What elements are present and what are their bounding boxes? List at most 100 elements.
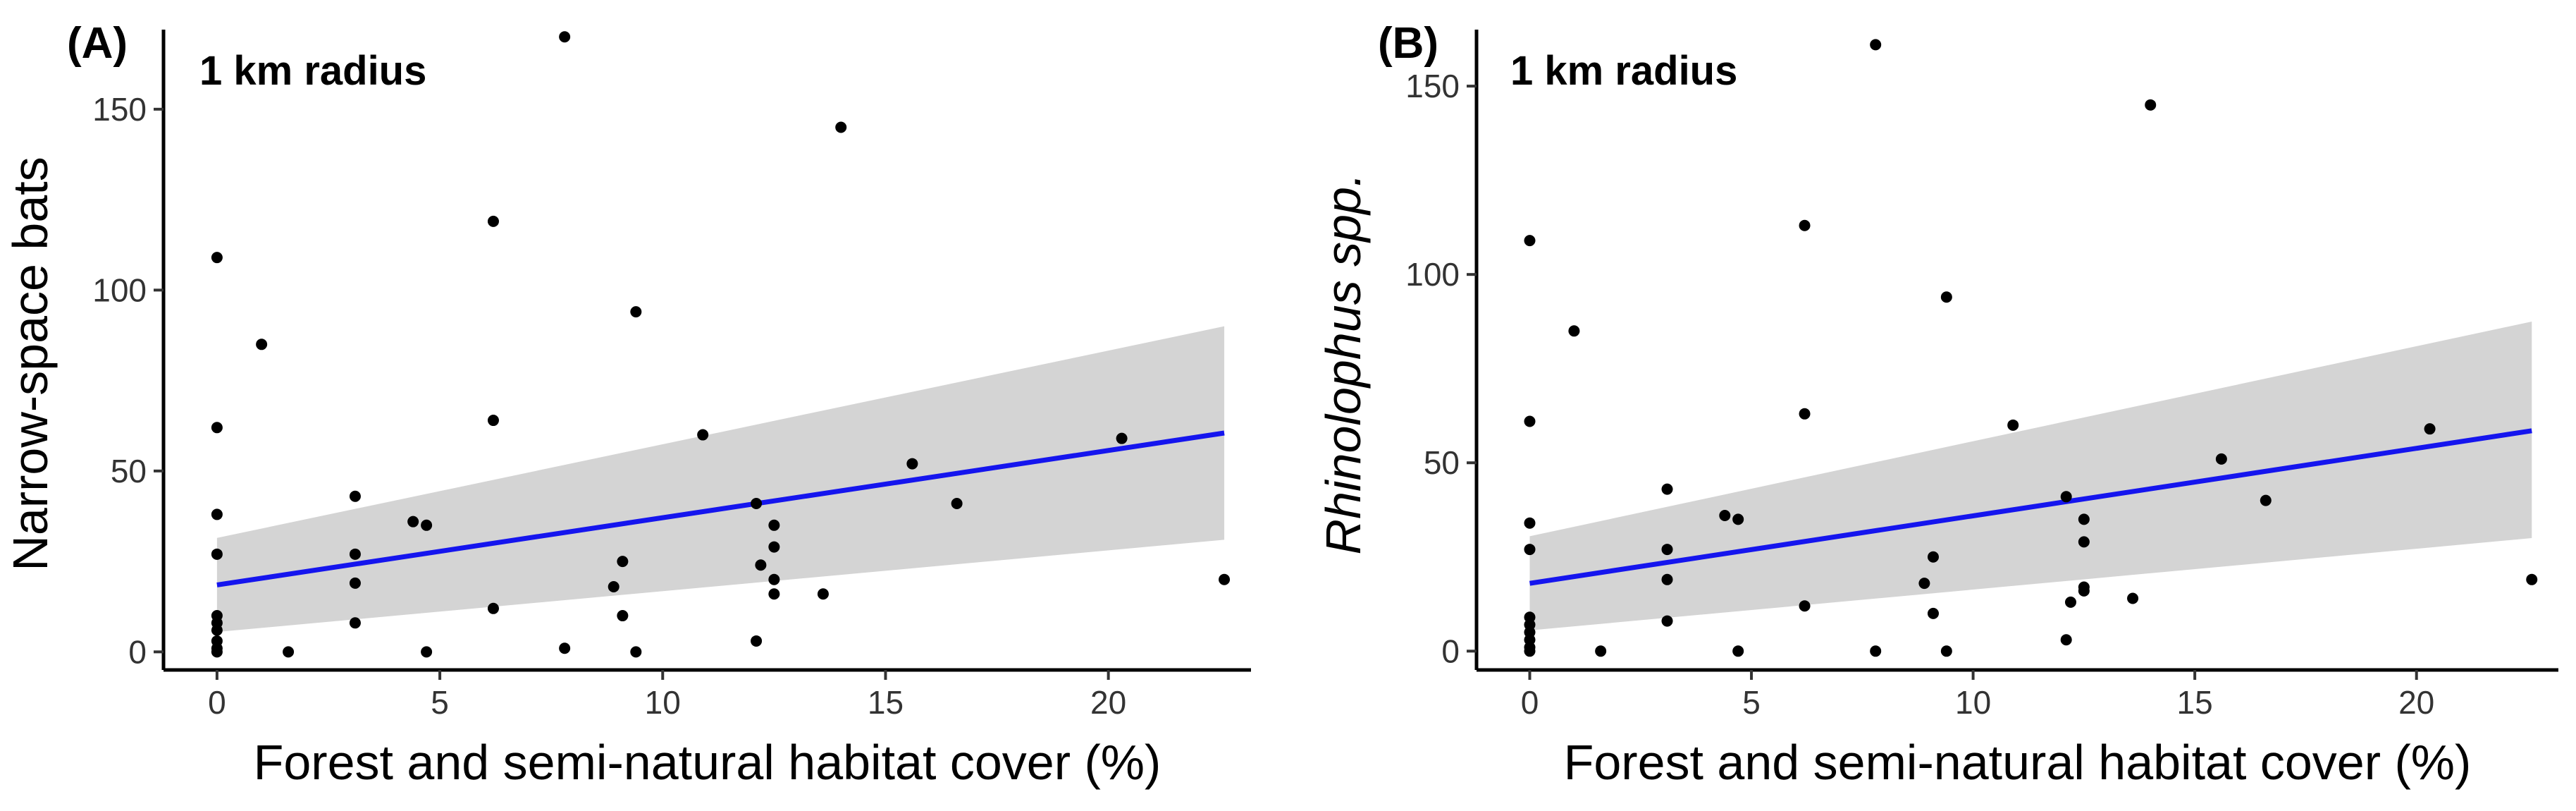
data-point	[1799, 219, 1811, 231]
data-point	[559, 31, 571, 43]
x-tick-label: 5	[431, 684, 449, 721]
data-point	[2064, 596, 2076, 608]
panel-label: (A)	[67, 19, 128, 68]
data-point	[407, 516, 419, 528]
data-point	[487, 215, 499, 227]
data-point	[1661, 573, 1673, 585]
data-point	[2060, 491, 2072, 503]
data-point	[349, 548, 361, 560]
x-tick-label: 10	[645, 684, 681, 721]
data-point	[630, 646, 642, 658]
data-point	[2526, 573, 2538, 585]
x-tick-label: 0	[1521, 684, 1539, 721]
data-point	[1732, 513, 1744, 525]
y-tick-label: 0	[128, 633, 147, 670]
data-point	[1719, 510, 1731, 522]
data-point	[951, 498, 963, 510]
x-tick-label: 15	[868, 684, 904, 721]
data-point	[1870, 645, 1882, 657]
data-point	[2078, 513, 2090, 525]
data-point	[211, 646, 223, 658]
data-point	[1661, 483, 1673, 495]
radius-annotation: 1 km radius	[199, 48, 426, 94]
data-point	[1116, 432, 1128, 444]
data-point	[421, 646, 433, 658]
fit-line	[216, 430, 1225, 587]
data-point	[256, 339, 268, 350]
y-axis-title: Narrow-space bats	[3, 157, 58, 571]
panel-label: (B)	[1378, 19, 1438, 68]
data-point	[768, 588, 780, 600]
data-point	[1568, 325, 1580, 337]
data-point	[2078, 585, 2090, 597]
data-point	[751, 498, 763, 510]
data-point	[349, 490, 361, 502]
x-ticks: 0 5 10 15 20	[208, 670, 1126, 721]
x-tick-label: 20	[1090, 684, 1126, 721]
y-tick-label: 50	[1424, 444, 1460, 481]
data-point	[817, 588, 829, 600]
data-point	[1799, 408, 1811, 420]
data-point	[2078, 536, 2090, 548]
data-point	[1524, 544, 1536, 556]
data-point	[1940, 291, 1952, 303]
panel-a: 0 5 10 15 20 0 50 100 150 (A) 1 km radius Fores…	[3, 19, 1251, 790]
data-point	[697, 429, 709, 441]
y-tick-label: 0	[1441, 633, 1460, 669]
data-point	[1524, 645, 1536, 657]
data-point	[1732, 645, 1744, 657]
data-point	[2060, 634, 2072, 646]
data-point	[617, 556, 629, 568]
x-ticks: 0 5 10 15 20	[1521, 670, 2434, 721]
y-tick-label: 100	[92, 272, 147, 308]
data-point	[2127, 592, 2139, 604]
data-point	[1661, 615, 1673, 627]
data-point	[1940, 645, 1952, 657]
fit-line-layer	[216, 430, 1225, 587]
x-tick-label: 15	[2177, 684, 2213, 721]
data-point	[768, 573, 780, 585]
data-point	[1524, 415, 1536, 427]
data-points-layer	[1524, 39, 2538, 657]
data-point	[630, 306, 642, 318]
x-tick-label: 10	[1955, 684, 1991, 721]
data-point	[608, 581, 620, 593]
data-point	[283, 646, 295, 658]
y-tick-label: 150	[92, 91, 147, 128]
data-point	[617, 610, 629, 622]
data-point	[559, 642, 571, 654]
data-point	[211, 422, 223, 434]
data-point	[211, 624, 223, 636]
x-axis-title: Forest and semi-natural habitat cover (%…	[1564, 735, 2472, 790]
data-point	[768, 519, 780, 531]
data-point	[2424, 423, 2436, 435]
data-point	[487, 415, 499, 427]
confidence-band	[1529, 321, 2532, 630]
panel-b: 0 5 10 15 20 0 50 100 150 (B) 1 km radius Fores…	[1316, 19, 2558, 790]
y-axis-title: Rhinolophus spp.	[1316, 173, 1371, 555]
data-point	[211, 548, 223, 560]
data-point	[1524, 517, 1536, 529]
data-point	[421, 519, 433, 531]
y-tick-label: 50	[111, 453, 147, 489]
confidence-band-layer	[216, 326, 1225, 633]
data-point	[755, 559, 767, 571]
data-point	[211, 252, 223, 264]
data-point	[1870, 39, 1882, 51]
x-tick-label: 20	[2398, 684, 2434, 721]
data-point	[1661, 544, 1673, 556]
data-point	[2260, 494, 2272, 506]
data-point	[2145, 99, 2157, 111]
y-tick-label: 150	[1405, 68, 1460, 104]
x-axis-title: Forest and semi-natural habitat cover (%…	[254, 735, 1161, 790]
confidence-band	[216, 326, 1225, 633]
data-point	[1927, 607, 1939, 619]
data-points-layer	[211, 31, 1231, 658]
confidence-band-layer	[1529, 321, 2532, 630]
data-point	[835, 121, 847, 133]
data-point	[2215, 453, 2227, 465]
data-point	[1799, 600, 1811, 612]
data-point	[349, 577, 361, 589]
data-point	[1219, 573, 1231, 585]
